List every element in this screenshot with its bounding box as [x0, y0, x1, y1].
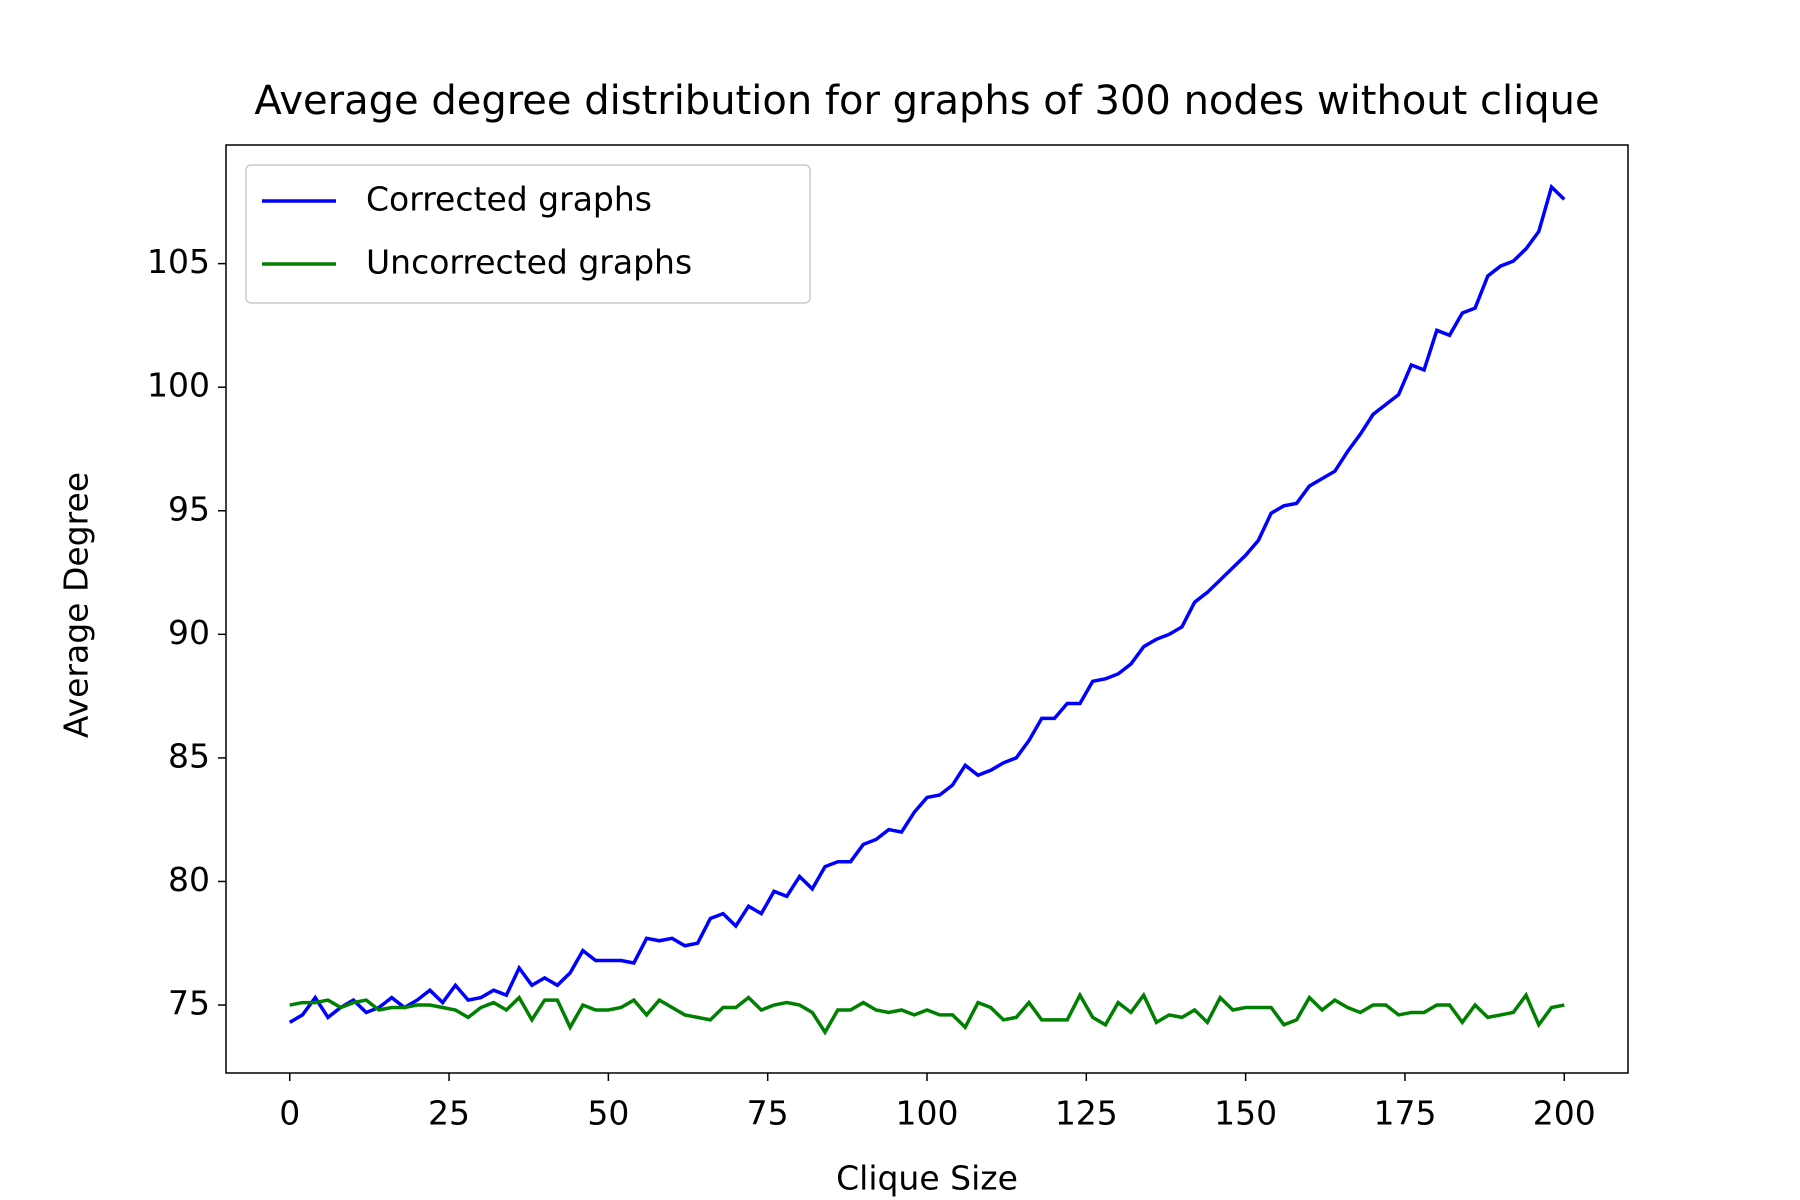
y-tick-label: 90: [168, 613, 210, 652]
line-series: [289, 991, 1565, 1036]
y-tick-label: 80: [168, 860, 210, 899]
legend-box: [245, 164, 811, 304]
y-axis-label: Average Degree: [57, 472, 96, 738]
x-tick-label: 100: [896, 1094, 959, 1133]
y-tick-label: 105: [147, 242, 210, 281]
plot-frame: [225, 144, 1629, 1074]
y-tick-label: 85: [168, 736, 210, 775]
x-axis-label: Clique Size: [836, 1159, 1018, 1198]
y-tick-label: 95: [168, 489, 210, 528]
x-tick-label: 200: [1533, 1094, 1596, 1133]
x-tick-label: 175: [1373, 1094, 1436, 1133]
line-series: [288, 183, 1566, 1024]
x-tick-label: 75: [747, 1094, 789, 1133]
x-tick-label: 25: [428, 1094, 470, 1133]
y-tick-label: 75: [168, 984, 210, 1023]
legend-label: Corrected graphs: [366, 180, 652, 219]
legend-label: Uncorrected graphs: [366, 243, 692, 282]
y-tick-label: 100: [147, 366, 210, 405]
x-tick-label: 150: [1214, 1094, 1277, 1133]
x-tick-label: 50: [587, 1094, 629, 1133]
x-tick-label: 125: [1055, 1094, 1118, 1133]
chart-title: Average degree distribution for graphs o…: [254, 78, 1599, 124]
x-tick-label: 0: [279, 1094, 300, 1133]
